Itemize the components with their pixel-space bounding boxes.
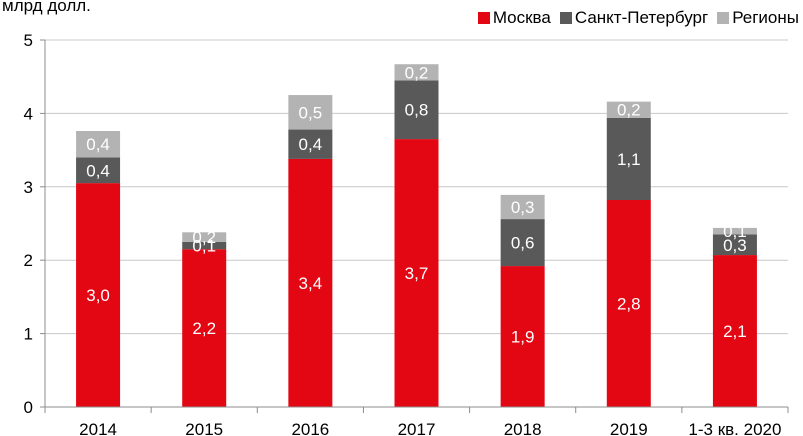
bar-segment-moscow xyxy=(394,139,439,407)
bar-segment-moscow xyxy=(712,255,757,407)
data-label-regions: 0,1 xyxy=(723,222,747,241)
legend-item-regions: Регионы xyxy=(717,8,799,28)
legend-swatch-moscow xyxy=(477,12,490,24)
x-tick-label: 2014 xyxy=(79,420,117,436)
bar-segment-regions xyxy=(394,64,439,81)
x-tick-label: 1-3 кв. 2020 xyxy=(688,420,781,436)
y-tick-label: 5 xyxy=(24,31,33,50)
x-tick-label: 2017 xyxy=(398,420,436,436)
data-label-moscow: 1,9 xyxy=(511,328,535,347)
bar-segment-spb xyxy=(606,117,651,201)
legend-swatch-regions xyxy=(717,12,730,24)
y-tick-label: 3 xyxy=(24,178,33,197)
bar-segment-spb xyxy=(394,80,439,140)
data-label-spb: 0,4 xyxy=(299,135,323,154)
y-tick-label: 2 xyxy=(24,251,33,270)
bar-segment-regions xyxy=(288,95,333,130)
bar-segment-spb xyxy=(288,129,333,159)
data-label-regions: 0,2 xyxy=(192,228,216,247)
bar-segment-spb xyxy=(500,219,545,267)
data-label-regions: 0,5 xyxy=(299,103,323,122)
data-label-moscow: 2,1 xyxy=(723,322,747,341)
data-label-spb: 0,6 xyxy=(511,234,535,253)
bar-segment-regions xyxy=(76,131,121,158)
x-tick-label: 2019 xyxy=(610,420,648,436)
data-label-moscow: 2,2 xyxy=(192,319,216,338)
bar-segment-moscow xyxy=(500,266,545,407)
legend-label-spb: Санкт-Петербург xyxy=(574,8,709,27)
y-tick-label: 1 xyxy=(24,325,33,344)
bar-segment-regions xyxy=(182,232,227,242)
x-tick-label: 2018 xyxy=(504,420,542,436)
bar-segment-spb xyxy=(712,234,757,256)
bar-labels: 3,00,40,42,20,10,23,40,40,53,70,80,21,90… xyxy=(86,63,746,346)
y-tick-label: 4 xyxy=(24,104,33,123)
data-label-spb: 1,1 xyxy=(617,150,641,169)
bars xyxy=(76,64,757,407)
legend-label-moscow: Москва xyxy=(492,8,551,27)
bar-segment-moscow xyxy=(606,200,651,407)
data-label-spb: 0,4 xyxy=(86,161,110,180)
data-label-spb: 0,8 xyxy=(405,101,429,120)
x-tick-labels: 2014 2015 2016 2017 2018 2019 1-3 кв. 2020 xyxy=(79,420,781,436)
data-label-spb: 0,3 xyxy=(723,236,747,255)
legend-item-moscow: Москва xyxy=(477,8,551,28)
bar-segment-regions xyxy=(712,227,757,235)
x-tick-label: 2016 xyxy=(291,420,329,436)
bar-segment-regions xyxy=(500,194,545,220)
data-label-regions: 0,3 xyxy=(511,198,535,217)
data-label-spb: 0,1 xyxy=(192,237,216,256)
y-tick-label: 0 xyxy=(24,398,33,417)
data-label-moscow: 3,0 xyxy=(86,286,110,305)
bar-segment-moscow xyxy=(76,183,121,407)
bar-segment-moscow xyxy=(288,158,333,407)
bar-segment-moscow xyxy=(182,249,227,407)
y-tick-labels: 0 1 2 3 4 5 xyxy=(24,31,33,417)
legend-item-spb: Санкт-Петербург xyxy=(559,8,709,28)
y-axis-label: млрд долл. xyxy=(2,0,91,15)
bar-segment-spb xyxy=(76,157,121,184)
legend-label-regions: Регионы xyxy=(732,8,799,27)
legend-swatch-spb xyxy=(559,12,572,24)
data-label-moscow: 2,8 xyxy=(617,295,641,314)
data-label-regions: 0,2 xyxy=(405,63,429,82)
data-label-moscow: 3,4 xyxy=(299,274,323,293)
data-label-regions: 0,4 xyxy=(86,135,110,154)
axes xyxy=(40,39,789,413)
bar-segment-regions xyxy=(606,101,651,118)
legend: Москва Санкт-Петербург Регионы xyxy=(469,8,799,28)
bar-segment-spb xyxy=(182,241,227,250)
data-label-regions: 0,2 xyxy=(617,101,641,120)
data-label-moscow: 3,7 xyxy=(405,264,429,283)
x-tick-label: 2015 xyxy=(185,420,223,436)
